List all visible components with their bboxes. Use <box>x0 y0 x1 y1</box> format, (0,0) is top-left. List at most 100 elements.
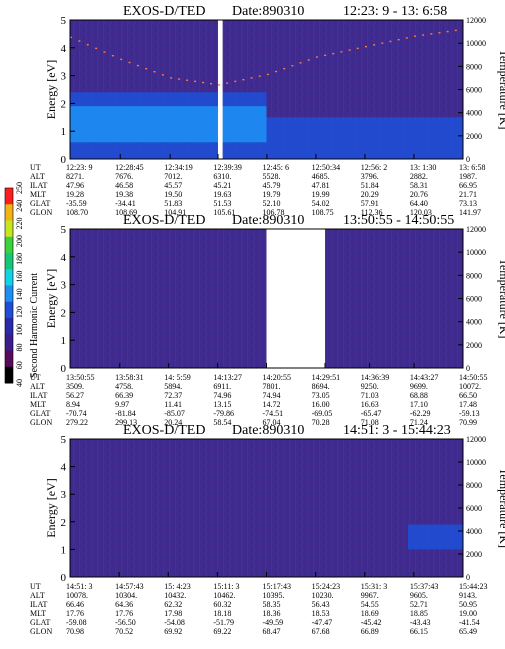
temperature-point <box>186 79 189 81</box>
orbit-cell: 58.31 <box>410 181 428 190</box>
y-tick-label: 1 <box>61 544 67 556</box>
orbit-cell: 12:56: 2 <box>361 163 387 172</box>
orbit-cell: 20.24 <box>164 418 182 427</box>
temperature-point <box>324 54 327 57</box>
intensity-band <box>407 524 463 550</box>
orbit-cell: -47.47 <box>312 618 333 627</box>
temperature-point <box>217 84 220 86</box>
orbit-cell: 45.57 <box>164 181 182 190</box>
temperature-point <box>234 80 237 83</box>
y-tick-label: 5 <box>61 15 67 27</box>
orbit-cell: 15:44:23 <box>459 582 487 591</box>
orbit-cell: 12:45: 6 <box>263 163 289 172</box>
y-tick-label: 0 <box>61 154 67 166</box>
orbit-cell: 18.69 <box>361 609 379 618</box>
temperature-point <box>454 29 457 32</box>
y-right-tick-label: 0 <box>466 364 470 373</box>
orbit-cell: 13.15 <box>213 400 231 409</box>
orbit-cell: 18.36 <box>263 609 281 618</box>
orbit-cell: 18.85 <box>410 609 428 618</box>
y-right-tick-label: 2000 <box>466 550 482 559</box>
orbit-cell: 9605. <box>410 591 428 600</box>
orbit-cell: 74.96 <box>213 391 231 400</box>
orbit-cell: 19.63 <box>213 190 231 199</box>
temperature-point <box>95 47 98 50</box>
colorbar-tick-label: 140 <box>15 288 24 300</box>
orbit-cell: -41.54 <box>459 618 480 627</box>
orbit-row-label: ALT <box>30 591 45 600</box>
orbit-cell: 3796. <box>361 172 379 181</box>
panel-date: Date:890310 <box>232 423 304 438</box>
orbit-row-label: MLT <box>30 190 46 199</box>
orbit-cell: 72.37 <box>164 391 182 400</box>
colorbar-tick-label: 250 <box>15 182 24 194</box>
orbit-cell: 14:57:43 <box>115 582 143 591</box>
orbit-cell: 47.81 <box>312 181 330 190</box>
orbit-cell: 56.43 <box>312 600 330 609</box>
y-tick-label: 5 <box>61 224 67 236</box>
orbit-row-label: GLON <box>30 627 52 636</box>
orbit-cell: 17.48 <box>459 400 477 409</box>
orbit-cell: -81.84 <box>115 409 136 418</box>
orbit-cell: 12:34:19 <box>164 163 192 172</box>
y-right-tick-label: 6000 <box>466 295 482 304</box>
y-tick-label: 5 <box>61 434 67 446</box>
temperature-point <box>226 82 229 84</box>
orbit-cell: 3509. <box>66 382 84 391</box>
orbit-row-label: ALT <box>30 382 45 391</box>
orbit-cell: 108.75 <box>312 208 334 217</box>
temperature-point <box>430 33 433 35</box>
orbit-cell: 14:43:27 <box>410 373 438 382</box>
colorbar-tick-label: 200 <box>15 235 24 247</box>
temperature-point <box>111 55 114 57</box>
orbit-cell: 66.89 <box>361 627 379 636</box>
orbit-cell: -70.74 <box>66 409 87 418</box>
orbit-cell: 71.03 <box>361 391 379 400</box>
y-right-tick-label: 4000 <box>466 318 482 327</box>
panel-time-range: 12:23: 9 - 13: 6:58 <box>343 4 447 19</box>
orbit-cell: 15:17:43 <box>263 582 291 591</box>
orbit-cell: 279.22 <box>66 418 88 427</box>
orbit-cell: 9.97 <box>115 400 129 409</box>
data-gap <box>217 20 223 159</box>
y-right-tick-label: 4000 <box>466 109 482 118</box>
orbit-cell: 9699. <box>410 382 428 391</box>
colorbar-swatch <box>5 318 13 335</box>
orbit-cell: 60.32 <box>213 600 231 609</box>
orbit-cell: 120.03 <box>410 208 432 217</box>
orbit-cell: 19.28 <box>66 190 84 199</box>
orbit-cell: 20.76 <box>410 190 428 199</box>
orbit-cell: 12:23: 9 <box>66 163 92 172</box>
orbit-cell: 19.00 <box>459 609 477 618</box>
temperature-point <box>161 74 164 76</box>
temperature-point <box>381 42 384 44</box>
orbit-cell: -51.79 <box>213 618 234 627</box>
orbit-cell: 19.79 <box>263 190 281 199</box>
orbit-cell: 66.39 <box>115 391 133 400</box>
temperature-point <box>438 32 441 34</box>
temperature-point <box>136 64 139 67</box>
orbit-cell: 299.13 <box>115 418 137 427</box>
temperature-point <box>153 71 156 73</box>
orbit-cell: 66.50 <box>459 391 477 400</box>
colorbar-swatch <box>5 285 13 303</box>
y-right-tick-label: 4000 <box>466 527 482 536</box>
orbit-cell: -65.47 <box>361 409 382 418</box>
temperature-point <box>70 36 72 39</box>
temperature-point <box>446 30 449 33</box>
colorbar-tick-label: 180 <box>15 253 24 265</box>
orbit-cell: 7012. <box>164 172 182 181</box>
orbit-cell: 10432. <box>164 591 186 600</box>
temperature-point <box>258 75 261 77</box>
orbit-cell: 19.99 <box>312 190 330 199</box>
orbit-cell: 66.15 <box>410 627 428 636</box>
temperature-point <box>340 51 343 53</box>
orbit-cell: 73.13 <box>459 199 477 208</box>
y-axis-right-label: Temperature [K] <box>497 258 505 338</box>
y-tick-label: 2 <box>61 517 67 529</box>
y-right-tick-label: 0 <box>466 573 470 582</box>
data-gap <box>266 229 326 368</box>
orbit-cell: 5894. <box>164 382 182 391</box>
panel-time-range: 14:51: 3 - 15:44:23 <box>343 423 451 438</box>
y-axis-label: Energy [eV] <box>44 60 58 119</box>
